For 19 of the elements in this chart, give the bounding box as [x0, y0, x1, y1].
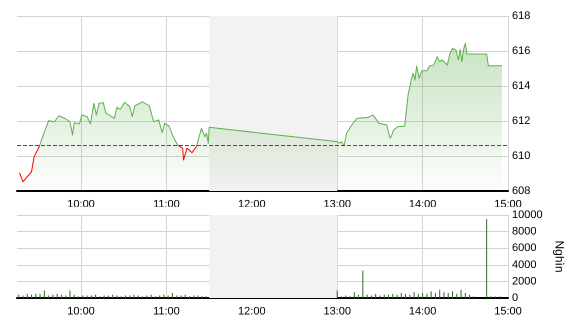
y2-axis-title: Nghìn [552, 240, 566, 273]
y-tick-label: 614 [512, 80, 530, 92]
x-tick-label: 14:00 [408, 306, 436, 318]
x-tick-label: 11:00 [153, 306, 180, 318]
x-tick-label: 15:00 [494, 306, 522, 318]
y-tick-label: 4000 [512, 258, 536, 271]
y-tick-label: 10000 [512, 209, 543, 221]
y-tick-label: 612 [512, 115, 530, 127]
x-tick-label: 13:00 [323, 306, 351, 318]
y-tick-label: 0 [512, 292, 518, 304]
y-tick-label: 2000 [512, 275, 536, 288]
y-tick-label: 616 [512, 45, 530, 57]
x-tick-label: 10:00 [67, 306, 95, 318]
x-tick-label: 12:00 [238, 306, 266, 318]
y-tick-label: 6000 [512, 242, 536, 254]
y-tick-label: 618 [512, 10, 530, 22]
y-tick-label: 608 [512, 185, 530, 197]
y-tick-label: 610 [512, 150, 530, 162]
y-tick-label: 8000 [512, 226, 536, 238]
